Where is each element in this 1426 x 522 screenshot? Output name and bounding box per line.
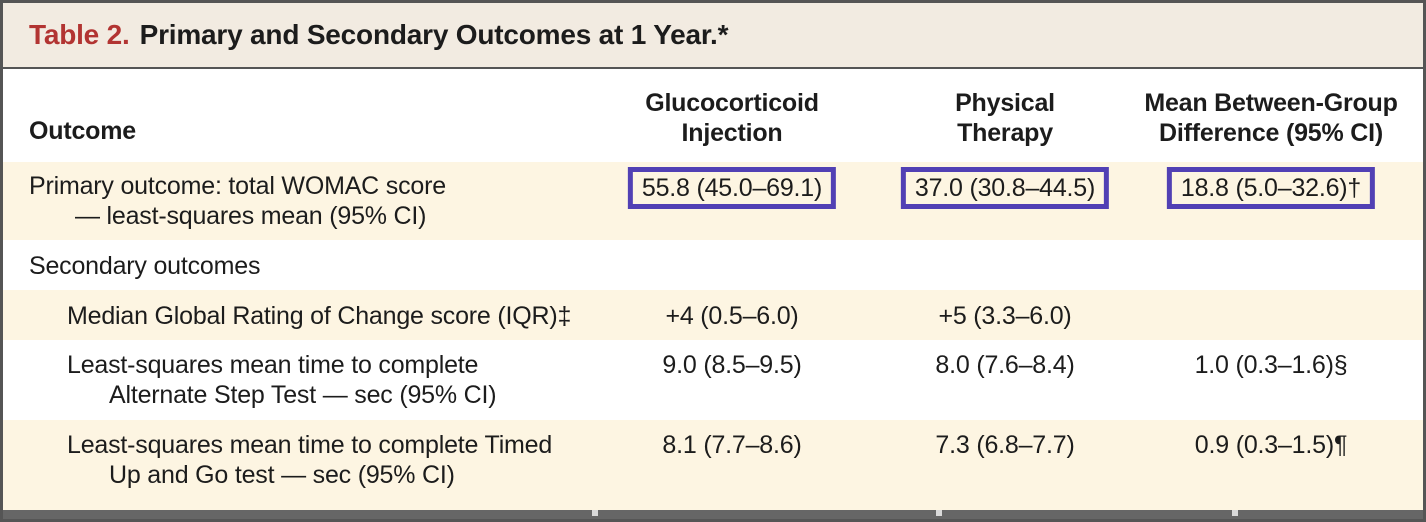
table-row-global-rating-of-change: Median Global Rating of Change score (IQ… [3, 290, 1423, 340]
physical-therapy-value: +5 (3.3–6.0) [938, 302, 1072, 330]
column-header-row: Outcome Glucocorticoid Injection Physica… [3, 69, 1423, 162]
header-difference-line2: Difference (95% CI) [1158, 119, 1384, 147]
section-label: Secondary outcomes [29, 252, 261, 280]
row-label-line2: — least-squares mean (95% CI) [75, 202, 427, 230]
header-glucocorticoid-injection: Glucocorticoid Injection [645, 88, 819, 148]
column-divider-notch [1232, 510, 1238, 516]
physical-therapy-value: 8.0 (7.6–8.4) [935, 351, 1075, 379]
table-title-bar: Table 2. Primary and Secondary Outcomes … [3, 3, 1423, 69]
highlight-box-difference-value: 18.8 (5.0–32.6)† [1166, 167, 1376, 209]
header-outcome: Outcome [29, 117, 136, 145]
row-label-line1: Median Global Rating of Change score (IQ… [67, 302, 572, 330]
header-physical-line2: Therapy [957, 119, 1053, 147]
column-divider-notch [936, 510, 942, 516]
table-row-secondary-outcomes-section: Secondary outcomes [3, 240, 1423, 290]
highlight-box-physical-therapy-value: 37.0 (30.8–44.5) [900, 167, 1110, 209]
row-label-line2: Up and Go test — sec (95% CI) [109, 461, 455, 489]
table-row-timed-up-and-go: Least-squares mean time to complete Time… [3, 420, 1423, 510]
row-label-line1: Primary outcome: total WOMAC score [29, 172, 446, 200]
header-glucocorticoid-line1: Glucocorticoid [645, 89, 819, 117]
column-divider-notch [592, 510, 598, 516]
header-difference-line1: Mean Between-Group [1144, 89, 1398, 117]
header-physical-therapy: Physical Therapy [955, 88, 1055, 148]
difference-value: 1.0 (0.3–1.6)§ [1194, 351, 1348, 379]
row-label-line2: Alternate Step Test — sec (95% CI) [109, 381, 497, 409]
row-label-line1: Least-squares mean time to complete [67, 351, 479, 379]
table-row-alternate-step-test: Least-squares mean time to complete Alte… [3, 340, 1423, 420]
header-physical-line1: Physical [955, 89, 1055, 117]
header-glucocorticoid-line2: Injection [681, 119, 783, 147]
table-row-primary-outcome: Primary outcome: total WOMAC score — lea… [3, 162, 1423, 240]
header-between-group-difference: Mean Between-Group Difference (95% CI) [1144, 88, 1398, 148]
table-bottom-rule [3, 510, 1423, 519]
highlight-box-glucocorticoid-value: 55.8 (45.0–69.1) [627, 167, 837, 209]
difference-value: 0.9 (0.3–1.5)¶ [1194, 431, 1348, 459]
table-title-text: Primary and Secondary Outcomes at 1 Year… [139, 19, 729, 50]
glucocorticoid-value: 8.1 (7.7–8.6) [662, 431, 802, 459]
physical-therapy-value: 7.3 (6.8–7.7) [935, 431, 1075, 459]
glucocorticoid-value: 9.0 (8.5–9.5) [662, 351, 802, 379]
glucocorticoid-value: +4 (0.5–6.0) [665, 302, 799, 330]
table-number-label: Table 2. [29, 19, 130, 50]
row-label-line1: Least-squares mean time to complete Time… [67, 431, 553, 459]
